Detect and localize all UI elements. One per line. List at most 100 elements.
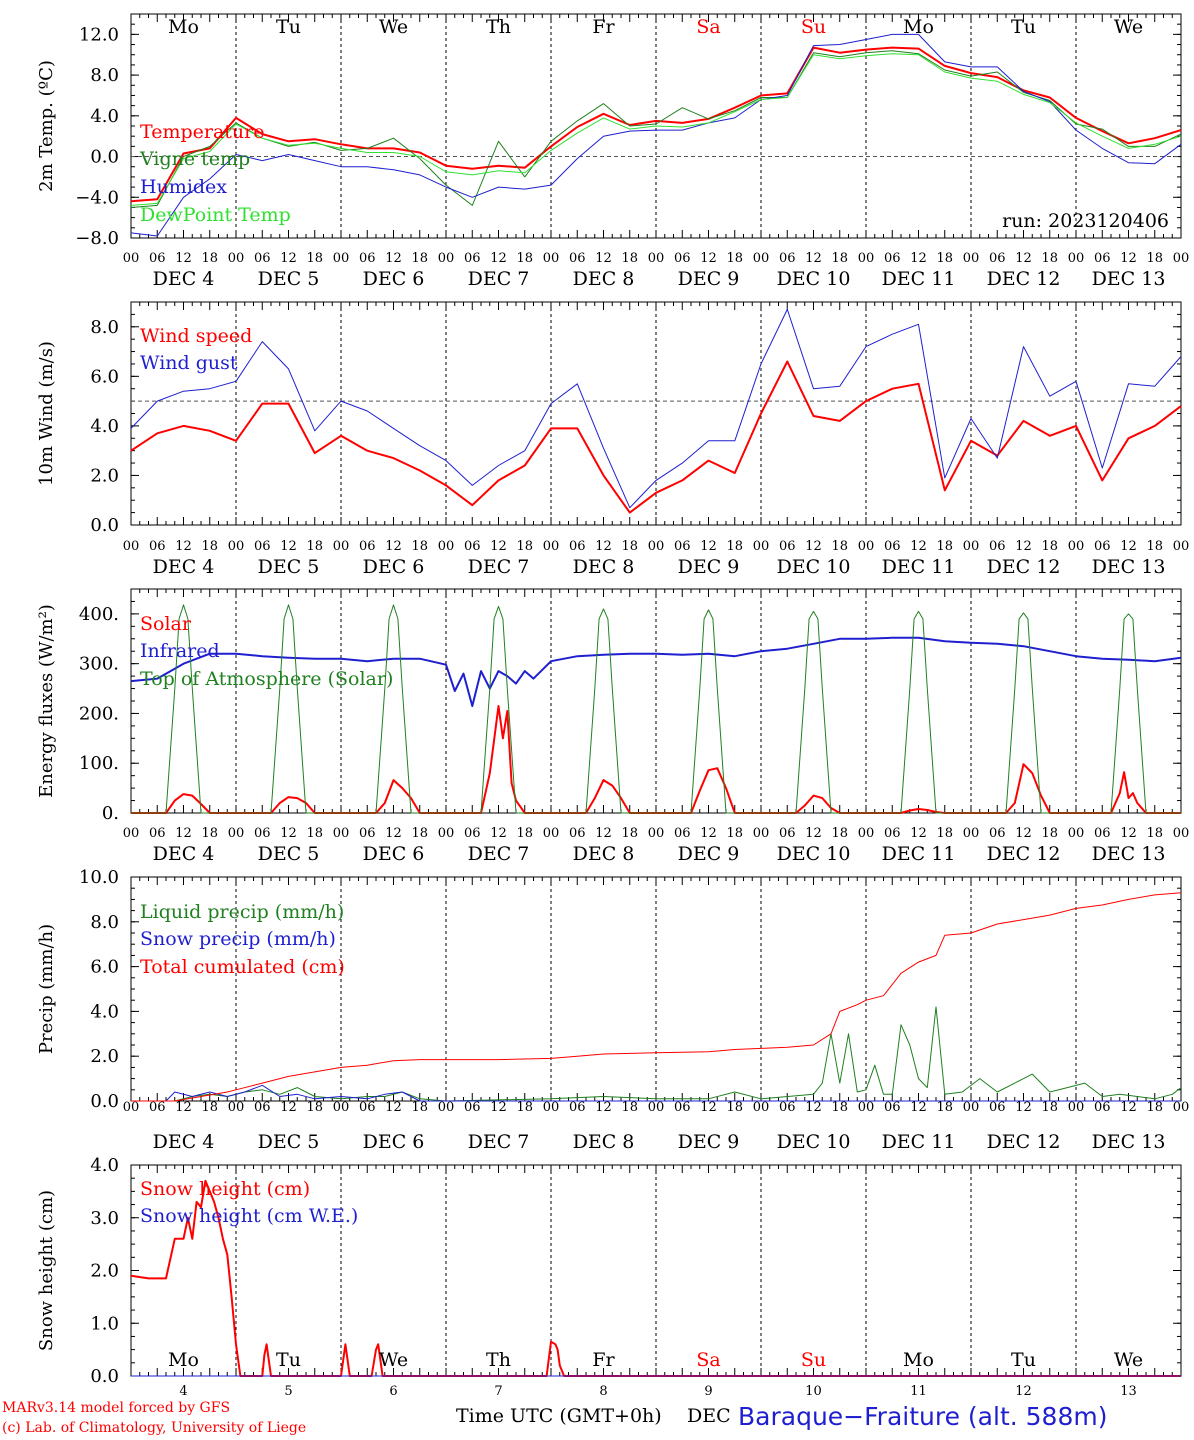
hour-label: 00 — [1068, 1100, 1085, 1115]
hour-label: 00 — [753, 1100, 770, 1115]
y-tick-label: 2.0 — [90, 1046, 119, 1067]
date-label: DEC 8 — [573, 268, 635, 290]
legend-entry: Solar — [140, 613, 192, 635]
hour-label: 18 — [621, 826, 638, 841]
hour-label: 06 — [464, 251, 481, 266]
hour-label: 00 — [228, 1100, 245, 1115]
date-label: DEC 5 — [258, 843, 320, 865]
hour-label: 12 — [1015, 251, 1032, 266]
series-line-snow-precip-mm-h- — [131, 1084, 1181, 1102]
y-tick-label: 0. — [102, 803, 119, 824]
weekday-label: Tu — [1011, 1349, 1036, 1371]
day-number-label: 5 — [284, 1384, 292, 1399]
hour-label: 06 — [779, 251, 796, 266]
hour-label: 00 — [228, 251, 245, 266]
date-label: DEC 11 — [882, 268, 956, 290]
weekday-label: Tu — [1011, 16, 1036, 38]
hour-label: 06 — [1094, 826, 1111, 841]
hour-label: 18 — [621, 1100, 638, 1115]
date-label: DEC 4 — [153, 1131, 215, 1153]
weekday-label: Fr — [592, 16, 615, 38]
weekday-label: Sa — [696, 16, 720, 38]
legend-entry: Snow height (cm W.E.) — [140, 1205, 358, 1227]
hour-label: 18 — [411, 251, 428, 266]
weekday-label: Tu — [276, 16, 301, 38]
date-label: DEC 5 — [258, 556, 320, 578]
hour-label: 00 — [333, 539, 350, 554]
hour-label: 00 — [123, 251, 140, 266]
hour-label: 18 — [831, 251, 848, 266]
date-label: DEC 12 — [987, 843, 1061, 865]
day-number-label: 13 — [1120, 1384, 1137, 1399]
hour-label: 00 — [1068, 539, 1085, 554]
hour-label: 00 — [858, 539, 875, 554]
hour-label: 18 — [1041, 1100, 1058, 1115]
hour-label: 12 — [385, 1100, 402, 1115]
y-tick-label: −4.0 — [75, 187, 119, 208]
weekday-label: We — [1114, 16, 1143, 38]
hour-label: 06 — [359, 539, 376, 554]
hour-label: 06 — [674, 826, 691, 841]
hour-label: 12 — [490, 251, 507, 266]
hour-label: 00 — [963, 826, 980, 841]
credit-line-2: (c) Lab. of Climatology, University of L… — [2, 1420, 307, 1436]
hour-label: 18 — [831, 539, 848, 554]
legend-entry: Temperature — [140, 121, 264, 143]
hour-label: 18 — [201, 251, 218, 266]
date-label: DEC 9 — [678, 1131, 740, 1153]
hour-label: 06 — [149, 826, 166, 841]
hour-label: 18 — [201, 1100, 218, 1115]
date-label: DEC 12 — [987, 1131, 1061, 1153]
hour-label: 12 — [280, 826, 297, 841]
hour-label: 00 — [1173, 826, 1190, 841]
hour-label: 00 — [753, 826, 770, 841]
hour-label: 12 — [910, 539, 927, 554]
hour-label: 06 — [149, 1100, 166, 1115]
date-label: DEC 13 — [1092, 556, 1166, 578]
date-label: DEC 10 — [777, 843, 851, 865]
hour-label: 00 — [963, 539, 980, 554]
panel-precip — [130, 876, 1182, 1102]
legend-entry: Snow height (cm) — [140, 1178, 310, 1200]
y-tick-label: 0.0 — [90, 1366, 119, 1387]
series-line-humidex — [130, 33, 1182, 237]
hour-label: 12 — [595, 826, 612, 841]
hour-label: 12 — [805, 1100, 822, 1115]
y-tick-label: 8.0 — [90, 317, 119, 338]
hour-label: 12 — [805, 539, 822, 554]
date-label: DEC 11 — [882, 1131, 956, 1153]
date-label: DEC 5 — [258, 268, 320, 290]
hour-label: 00 — [1068, 251, 1085, 266]
hour-label: 00 — [1173, 539, 1190, 554]
series-line-total-cumulated-cm- — [131, 892, 1182, 1102]
hour-label: 06 — [884, 826, 901, 841]
hour-label: 00 — [648, 539, 665, 554]
hour-label: 12 — [280, 1100, 297, 1115]
hour-label: 12 — [490, 826, 507, 841]
day-number-label: 6 — [389, 1384, 397, 1399]
weekday-label: Sa — [696, 1349, 720, 1371]
date-label: DEC 8 — [573, 1131, 635, 1153]
hour-label: 06 — [149, 539, 166, 554]
y-tick-label: −8.0 — [75, 228, 119, 249]
hour-label: 00 — [963, 1100, 980, 1115]
series-line-top-of-atmosphere-solar- — [131, 604, 1181, 814]
hour-label: 12 — [280, 539, 297, 554]
weekday-label: Fr — [592, 1349, 615, 1371]
weekday-label: Th — [486, 16, 511, 38]
hour-label: 18 — [936, 1100, 953, 1115]
date-label: DEC 7 — [468, 556, 530, 578]
hour-label: 00 — [543, 1100, 560, 1115]
hour-label: 18 — [621, 251, 638, 266]
legend-entry: Snow precip (mm/h) — [140, 928, 336, 950]
hour-label: 18 — [516, 251, 533, 266]
weekday-label: Mo — [903, 1349, 934, 1371]
weekday-label: Mo — [903, 16, 934, 38]
hour-label: 00 — [648, 251, 665, 266]
weekday-label: We — [379, 16, 408, 38]
date-label: DEC 8 — [573, 556, 635, 578]
hour-label: 18 — [726, 826, 743, 841]
y-tick-label: 10.0 — [79, 867, 119, 888]
date-label: DEC 7 — [468, 268, 530, 290]
hour-label: 06 — [464, 1100, 481, 1115]
